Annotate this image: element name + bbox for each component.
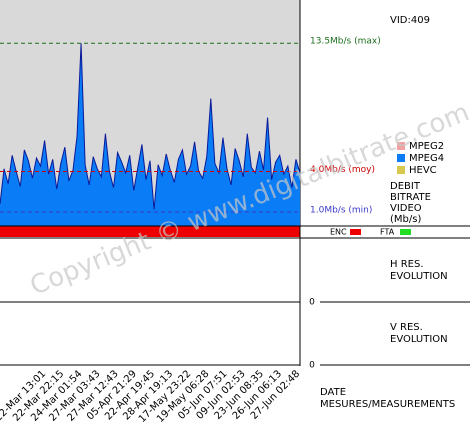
chart-title: VID:409 <box>390 15 430 26</box>
status-label: ENC <box>330 228 347 237</box>
reference-label: 1.0Mb/s (min) <box>310 205 372 215</box>
y-axis-label: VIDEO <box>390 203 422 214</box>
status-swatch <box>350 229 361 235</box>
legend-swatch <box>397 142 405 150</box>
panel-tick-label: 0 <box>309 298 315 308</box>
line <box>0 43 301 210</box>
x-axis-label: DATE <box>320 387 346 398</box>
legend-label: MPEG2 <box>409 141 444 152</box>
y-axis-label: BITRATE <box>390 192 431 203</box>
legend-label: HEVC <box>409 165 437 176</box>
x-axis-label: MESURES/MEASUREMENTS <box>320 399 455 410</box>
status-bar <box>0 226 300 237</box>
area <box>0 43 300 226</box>
panel-title: EVOLUTION <box>390 334 448 345</box>
legend-swatch <box>397 166 405 174</box>
reference-label: 13.5Mb/s (max) <box>310 37 381 47</box>
panel-title: EVOLUTION <box>390 271 448 282</box>
panel-title: V RES. <box>390 322 423 333</box>
panel-title: H RES. <box>390 259 424 270</box>
legend-swatch <box>397 154 405 162</box>
status-label: FTA <box>380 228 395 237</box>
status-swatch <box>400 229 411 235</box>
y-axis-label: (Mb/s) <box>390 214 421 225</box>
reference-label: 4.0Mb/s (moy) <box>310 165 375 175</box>
legend-label: MPEG4 <box>409 153 444 164</box>
panel-tick-label: 0 <box>309 361 315 371</box>
y-axis-label: DEBIT <box>390 181 421 192</box>
